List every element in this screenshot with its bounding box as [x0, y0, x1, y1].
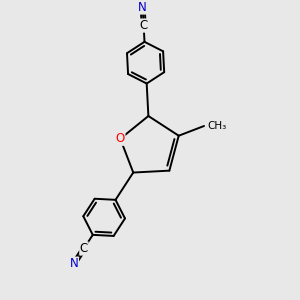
Text: N: N [138, 1, 147, 14]
Text: N: N [70, 257, 78, 270]
Text: CH₃: CH₃ [208, 121, 227, 131]
Text: C: C [140, 19, 148, 32]
Text: O: O [116, 132, 125, 145]
Text: C: C [80, 242, 88, 255]
